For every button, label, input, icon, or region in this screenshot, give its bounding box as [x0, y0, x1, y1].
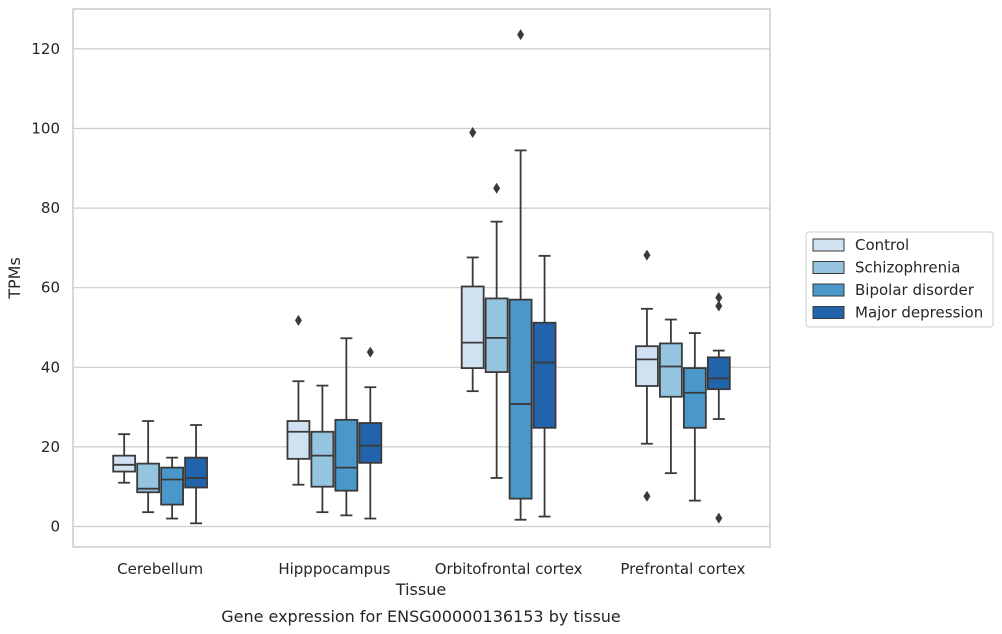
- gridlines: [73, 48, 770, 528]
- y-tick-label: 20: [41, 438, 60, 456]
- box-iqr: [706, 356, 731, 391]
- outlier-point: [294, 314, 302, 326]
- box-iqr: [682, 367, 707, 429]
- box-schizophrenia: [136, 420, 161, 514]
- box-major-depression: [184, 424, 208, 525]
- box-iqr: [112, 454, 137, 473]
- box-bipolar-disorder: [682, 332, 707, 502]
- y-tick-labels: 0 20 40 60 80 100 120: [31, 40, 60, 536]
- legend-swatch: [812, 261, 845, 274]
- box-iqr: [358, 422, 383, 464]
- box-control: [112, 433, 137, 484]
- x-tick-labels: Cerebellum Hipppocampus Orbitofrontal cort…: [117, 560, 745, 578]
- box-bipolar-disorder: [160, 456, 184, 520]
- outlier-point: [469, 126, 477, 138]
- box-major-depression: [358, 346, 383, 520]
- box-iqr: [659, 342, 683, 398]
- box-iqr: [160, 466, 184, 506]
- box-control: [635, 249, 659, 502]
- legend-entry: Control: [855, 236, 909, 254]
- x-tick-label: Orbitofrontal cortex: [435, 560, 583, 578]
- box-control: [286, 314, 311, 486]
- box-iqr: [635, 345, 659, 387]
- box-major-depression: [532, 254, 557, 518]
- box-iqr: [532, 321, 557, 429]
- box-schizophrenia: [310, 384, 335, 514]
- plot-frame: [72, 8, 771, 548]
- outlier-point: [715, 512, 723, 524]
- box-iqr: [460, 285, 485, 369]
- boxes: [112, 29, 731, 525]
- y-tick-label: 40: [41, 358, 60, 376]
- box-bipolar-disorder: [334, 337, 359, 517]
- outlier-point: [366, 346, 374, 358]
- x-tick-label: Cerebellum: [117, 560, 203, 578]
- box-iqr: [484, 297, 509, 373]
- x-axis-label: Tissue: [395, 580, 446, 599]
- legend-entry: Major depression: [855, 304, 983, 322]
- y-tick-label: 80: [41, 199, 60, 217]
- y-tick-label: 60: [41, 279, 60, 297]
- box-iqr: [184, 456, 208, 489]
- box-major-depression: [706, 292, 731, 524]
- box-schizophrenia: [659, 318, 683, 475]
- box-bipolar-disorder: [508, 29, 533, 521]
- legend-entry: Bipolar disorder: [855, 281, 975, 299]
- box-control: [460, 126, 485, 393]
- legend-swatch: [812, 283, 845, 297]
- box-schizophrenia: [484, 182, 509, 479]
- box-iqr: [286, 420, 311, 460]
- outlier-point: [643, 249, 651, 261]
- box-iqr: [508, 298, 533, 500]
- legend: Control Schizophrenia Bipolar disorder Majo…: [805, 231, 994, 328]
- y-tick-label: 100: [31, 120, 60, 138]
- legend-entry: Schizophrenia: [855, 259, 960, 277]
- x-tick-label: Prefrontal cortex: [620, 560, 745, 578]
- legend-swatch: [812, 238, 845, 252]
- box-iqr: [136, 462, 161, 494]
- chart-caption: Gene expression for ENSG00000136153 by t…: [221, 607, 621, 626]
- y-tick-label: 120: [31, 40, 60, 58]
- legend-swatch: [812, 306, 845, 319]
- outlier-point: [715, 292, 723, 304]
- box-iqr: [310, 430, 335, 488]
- outlier-point: [517, 29, 525, 41]
- outlier-point: [715, 300, 723, 312]
- legend-frame: [805, 231, 994, 328]
- x-tick-label: Hipppocampus: [278, 560, 390, 578]
- y-axis-label: TPMs: [5, 257, 24, 300]
- y-tick-label: 0: [50, 518, 60, 536]
- box-iqr: [334, 418, 359, 492]
- outlier-point: [493, 182, 501, 194]
- outlier-point: [643, 490, 651, 502]
